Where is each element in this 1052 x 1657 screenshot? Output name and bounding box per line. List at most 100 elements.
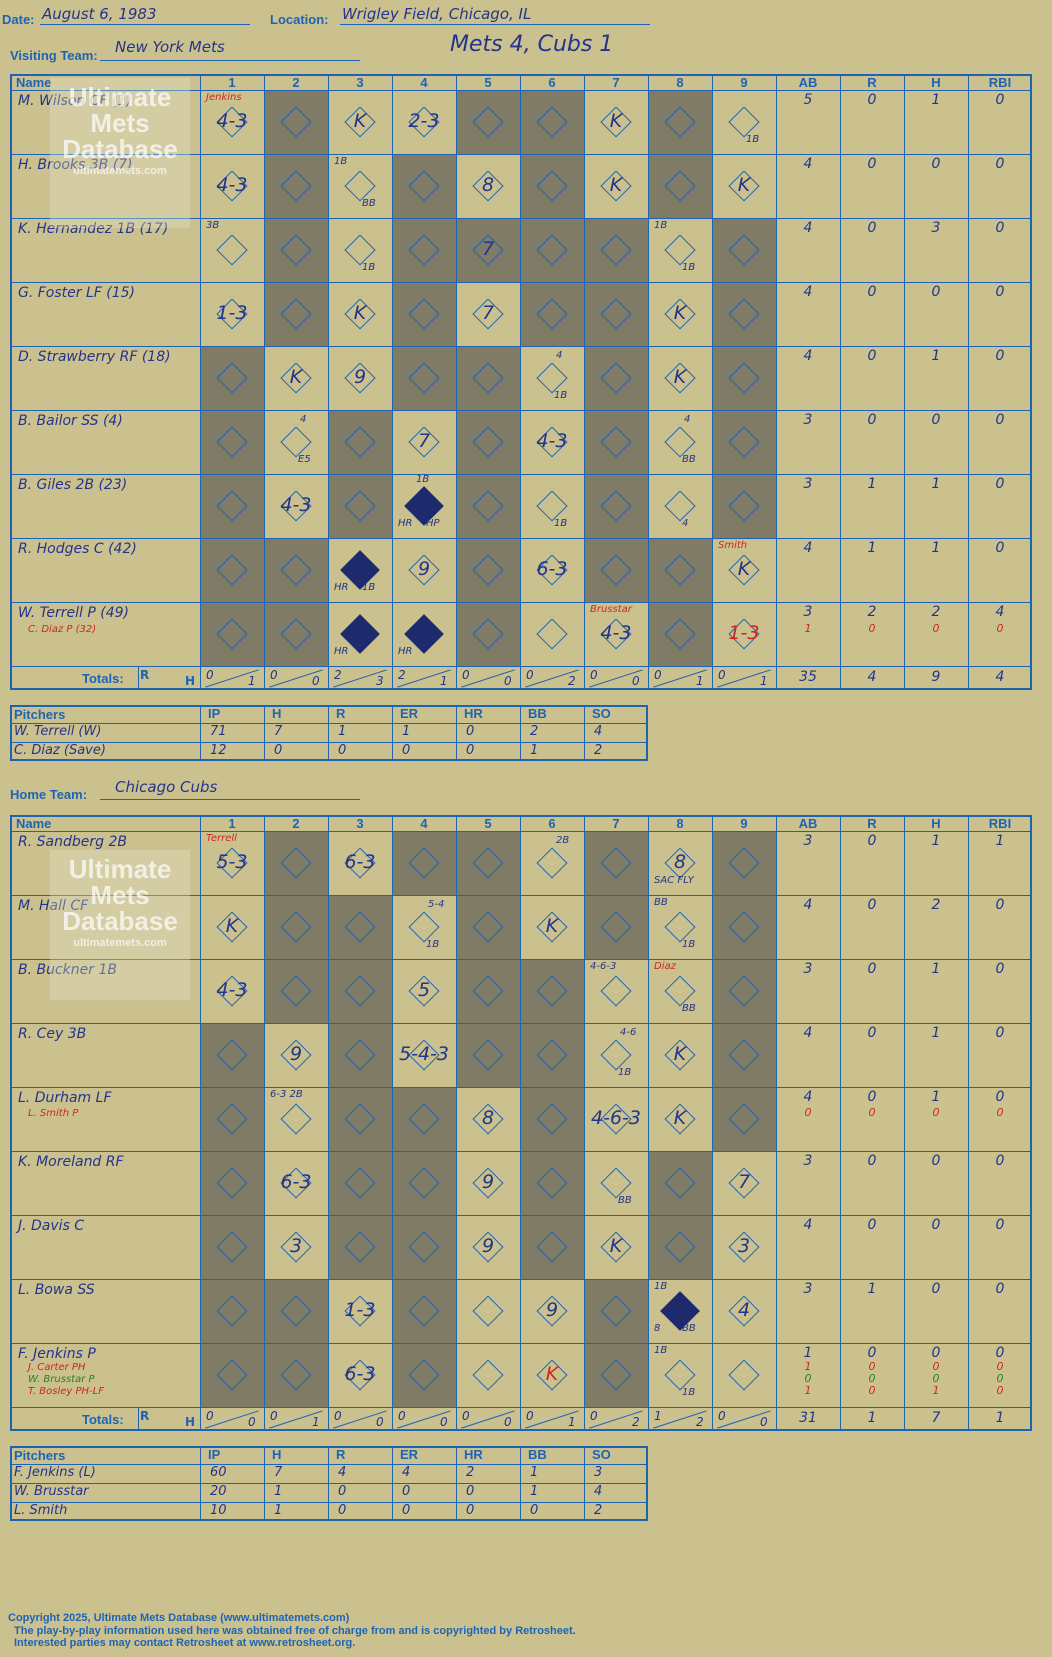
home-pitcher-hr: 2	[466, 1465, 475, 1480]
grid-line	[10, 1023, 1032, 1024]
watermark-text: Ultimate	[68, 854, 172, 884]
home-annotation: 1B	[682, 1387, 696, 1398]
shaded-cell	[392, 831, 456, 895]
home-pitcher-er: 0	[402, 1503, 411, 1518]
home-pitcher-r: 0	[338, 1484, 347, 1499]
shaded-cell	[392, 1279, 456, 1343]
visiting-player-name: B. Giles 2B (23)	[18, 477, 128, 493]
visiting-inning-runs: 0	[462, 668, 470, 682]
home-play: K	[673, 1043, 687, 1065]
visiting-player-name: R. Hodges C (42)	[18, 541, 137, 557]
shaded-cell	[264, 154, 328, 218]
home-player-r: 0	[867, 1025, 877, 1041]
shaded-cell	[456, 1023, 520, 1087]
home-inning-hits: 0	[248, 1415, 256, 1429]
home-annotation: BB	[682, 1323, 696, 1334]
home-player-h: 0	[931, 1153, 941, 1169]
visiting-play: 2-3	[408, 110, 440, 132]
home-pitcher-bb: 0	[530, 1503, 539, 1518]
grid-line	[328, 74, 329, 690]
grid-line	[10, 1151, 1032, 1152]
visiting-player-rbi: 0	[995, 412, 1005, 428]
date-value: August 6, 1983	[42, 5, 157, 23]
grid-line	[10, 1483, 648, 1484]
home-player-ab: 3	[803, 1153, 813, 1169]
grid-line	[10, 742, 648, 743]
grid-line	[456, 815, 457, 1431]
home-play: K	[609, 1235, 623, 1257]
visiting-player-name: H. Brooks 3B (7)	[18, 157, 133, 173]
home-sub-r: 0	[868, 1106, 876, 1119]
visiting-label: Visiting Team:	[10, 48, 98, 63]
visiting-play: 8	[481, 174, 495, 196]
visiting-annotation: 1B	[554, 390, 568, 401]
game-result: Mets 4, Cubs 1	[450, 32, 614, 57]
visiting-pitcher-r: 1	[338, 724, 347, 739]
grid-line	[520, 815, 521, 1431]
grid-line	[200, 815, 201, 1431]
visiting-r-label: R	[140, 668, 150, 682]
home-annotation: BB	[618, 1195, 632, 1206]
visiting-player-r: 0	[867, 156, 877, 172]
visiting-player-r: 0	[867, 92, 877, 108]
shaded-cell	[456, 959, 520, 1023]
shaded-cell	[264, 282, 328, 346]
shaded-cell	[264, 90, 328, 154]
visiting-pitch-col-bb: BB	[528, 706, 547, 721]
visiting-col-rbi: RBI	[988, 75, 1012, 90]
visiting-play: K	[353, 302, 367, 324]
home-player-name: R. Sandberg 2B	[18, 834, 127, 850]
shaded-cell	[520, 959, 584, 1023]
home-inning-hits: 0	[760, 1415, 768, 1429]
visiting-play: 4-3	[216, 110, 248, 132]
home-inning-runs: 0	[590, 1409, 598, 1423]
grid-line	[138, 666, 139, 690]
home-col-1: 1	[228, 816, 236, 831]
visiting-pitch-col-h: H	[272, 706, 282, 721]
home-player-r: 0	[867, 1345, 877, 1361]
location-underline	[340, 24, 650, 25]
visiting-player-ab: 3	[803, 412, 813, 428]
home-play: 5-3	[216, 851, 248, 873]
home-play: 6-3	[344, 851, 376, 873]
visiting-inning-hits: 0	[632, 674, 640, 688]
home-player-ab: 4	[803, 1025, 813, 1041]
shaded-cell	[392, 1343, 456, 1407]
home-h-label: H	[185, 1415, 196, 1429]
grid-line	[10, 538, 1032, 539]
home-grid	[10, 815, 1032, 1431]
visiting-player-h: 1	[931, 92, 941, 108]
home-inning-runs: 0	[334, 1409, 342, 1423]
home-col-2: 2	[292, 816, 300, 831]
footer-copyright: Copyright 2025, Ultimate Mets Database (…	[8, 1612, 350, 1624]
visiting-inning-runs: 0	[206, 668, 214, 682]
home-sub-h: 0	[932, 1372, 940, 1385]
visiting-sub-ab: 1	[804, 622, 812, 635]
home-pitch-col-bb: BB	[528, 1447, 547, 1462]
home-pitch-col-r: R	[336, 1447, 346, 1462]
visiting-play: 4-3	[536, 430, 568, 452]
home-inning-runs: 0	[526, 1409, 534, 1423]
visiting-pitch-col-er: ER	[400, 706, 419, 721]
shaded-cell	[264, 959, 328, 1023]
home-pitcher-h: 7	[274, 1465, 283, 1480]
home-inning-hits: 1	[568, 1415, 576, 1429]
home-player-rbi: 0	[995, 1345, 1005, 1361]
home-label: Home Team:	[10, 787, 88, 802]
home-player-name: B. Buckner 1B	[18, 962, 117, 978]
visiting-play: K	[673, 302, 687, 324]
visiting-player-h: 0	[931, 156, 941, 172]
visiting-col-9: 9	[740, 75, 748, 90]
visiting-annotation: Jenkins	[206, 92, 242, 103]
grid-line	[264, 815, 265, 1431]
visiting-team: New York Mets	[115, 38, 225, 56]
home-annotation: 8	[654, 1323, 661, 1334]
home-annotation: 1B	[654, 1345, 668, 1356]
shaded-cell	[456, 410, 520, 474]
shaded-cell	[712, 1087, 776, 1151]
home-inning-runs: 0	[398, 1409, 406, 1423]
visiting-annotation: Brusstar	[590, 604, 632, 615]
grid-line	[648, 74, 649, 690]
home-pitcher-bb: 1	[530, 1465, 539, 1480]
visiting-annotation: HR	[398, 646, 413, 657]
